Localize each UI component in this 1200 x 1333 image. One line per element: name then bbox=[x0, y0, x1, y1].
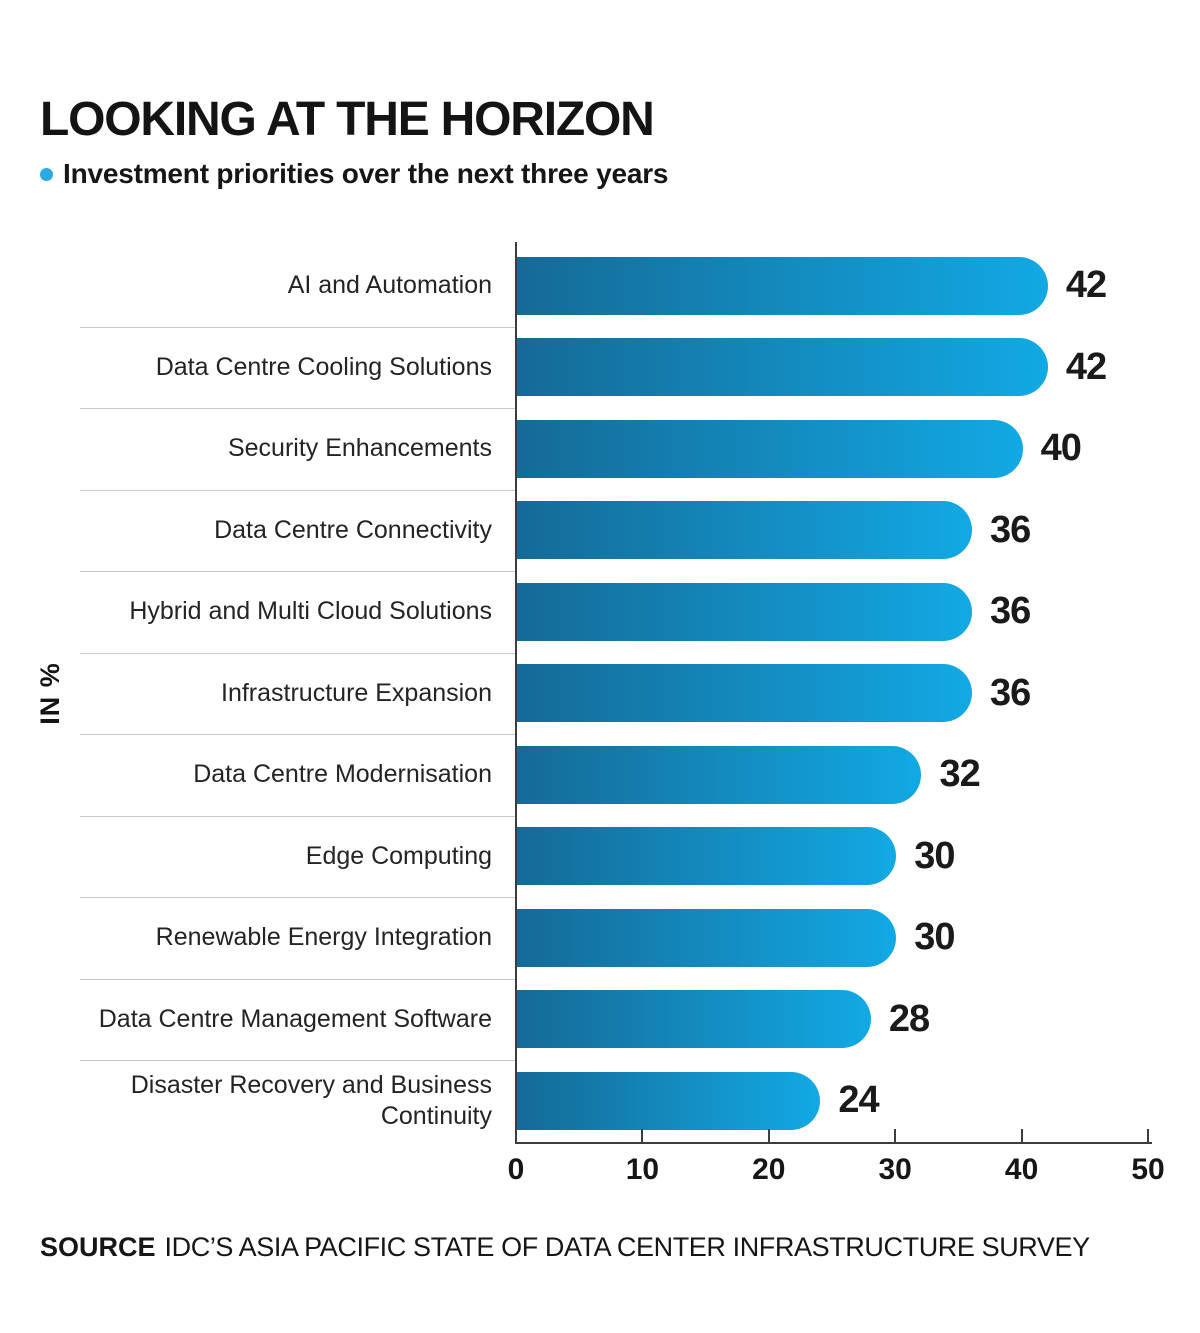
bar bbox=[517, 908, 897, 967]
subtitle-text: Investment priorities over the next thre… bbox=[63, 158, 669, 189]
category-label: Data Centre Connectivity bbox=[214, 515, 492, 544]
chart-row: Data Centre Cooling Solutions 42 bbox=[0, 326, 1200, 409]
value-label: 24 bbox=[838, 1079, 879, 1122]
chart-row: Hybrid and Multi Cloud Solutions 36 bbox=[0, 571, 1200, 653]
x-axis-line bbox=[515, 1142, 1152, 1144]
row-separator bbox=[80, 408, 516, 409]
bar-and-value: 40 bbox=[517, 408, 1082, 490]
category-label: Data Centre Management Software bbox=[98, 1004, 492, 1033]
value-label: 32 bbox=[939, 753, 980, 796]
bar bbox=[517, 1071, 821, 1130]
category-label: Data Centre Modernisation bbox=[193, 760, 492, 789]
chart-row: Edge Computing 30 bbox=[0, 815, 1200, 898]
category-label: Edge Computing bbox=[305, 841, 492, 870]
category-label: AI and Automation bbox=[287, 271, 492, 300]
bar-and-value: 36 bbox=[517, 653, 1031, 735]
chart-rows: AI and Automation 42 Data Centre Cooling S… bbox=[0, 245, 1200, 1142]
bar-and-value: 36 bbox=[517, 571, 1031, 653]
value-label: 40 bbox=[1040, 427, 1082, 470]
bar-chart: IN % AI and Automation 42 Data Centre Cool… bbox=[0, 242, 1200, 1245]
category-label: Disaster Recovery and Business Continuit… bbox=[130, 1070, 492, 1130]
value-label: 36 bbox=[990, 508, 1031, 551]
value-label: 36 bbox=[990, 671, 1031, 714]
row-separator bbox=[80, 571, 516, 572]
x-axis-tick-label: 0 bbox=[507, 1153, 525, 1186]
bar bbox=[517, 582, 973, 641]
x-axis-tick-label: 50 bbox=[1131, 1153, 1165, 1186]
bar bbox=[517, 338, 1048, 397]
bar-and-value: 42 bbox=[517, 327, 1107, 409]
bar-and-value: 24 bbox=[517, 1060, 880, 1142]
category-label: Data Centre Cooling Solutions bbox=[155, 352, 492, 381]
bullet-icon bbox=[40, 167, 53, 181]
row-separator bbox=[80, 978, 516, 980]
x-axis-tick bbox=[1020, 1129, 1023, 1142]
value-label: 36 bbox=[990, 590, 1031, 633]
bar bbox=[517, 990, 871, 1049]
x-axis-tick bbox=[1147, 1129, 1149, 1142]
category-label: Renewable Energy Integration bbox=[155, 923, 492, 952]
chart-row: Renewable Energy Integration 30 bbox=[0, 897, 1200, 979]
x-axis-tick-label: 40 bbox=[1004, 1153, 1039, 1186]
value-label: 28 bbox=[888, 997, 930, 1040]
value-label: 30 bbox=[914, 834, 955, 877]
chart-row: Data Centre Connectivity 36 bbox=[0, 489, 1200, 572]
row-separator bbox=[80, 652, 516, 654]
x-axis-tick-label: 10 bbox=[625, 1153, 660, 1186]
bar bbox=[517, 501, 973, 560]
chart-row: Infrastructure Expansion 36 bbox=[0, 652, 1200, 735]
source-text: IDC’S ASIA PACIFIC STATE OF DATA CENTER … bbox=[164, 1232, 1091, 1262]
y-axis-line bbox=[515, 242, 517, 1144]
bar bbox=[517, 745, 922, 804]
chart-row: Data Centre Modernisation 32 bbox=[0, 734, 1200, 816]
chart-row: Security Enhancements 40 bbox=[0, 408, 1200, 490]
category-label: Hybrid and Multi Cloud Solutions bbox=[129, 597, 492, 626]
value-label: 42 bbox=[1065, 345, 1107, 388]
chart-row: Data Centre Management Software 28 bbox=[0, 978, 1200, 1061]
bar bbox=[517, 419, 1023, 478]
x-axis-tick-label: 20 bbox=[752, 1153, 786, 1186]
value-label: 42 bbox=[1065, 264, 1107, 307]
chart-row: Disaster Recovery and Business Continuit… bbox=[0, 1060, 1200, 1142]
bar-and-value: 32 bbox=[517, 734, 981, 816]
source: SOURCE IDC’S ASIA PACIFIC STATE OF DATA C… bbox=[40, 1232, 1090, 1263]
source-label: SOURCE bbox=[40, 1232, 156, 1262]
category-label: Infrastructure Expansion bbox=[221, 678, 492, 707]
bar-and-value: 30 bbox=[517, 816, 955, 898]
value-label: 30 bbox=[914, 916, 955, 959]
subtitle: Investment priorities over the next thre… bbox=[40, 158, 668, 190]
bar bbox=[517, 827, 897, 886]
bar-and-value: 28 bbox=[517, 979, 930, 1061]
row-separator bbox=[80, 897, 516, 898]
row-separator bbox=[80, 734, 516, 735]
x-axis-tick-label: 30 bbox=[878, 1153, 912, 1186]
row-separator bbox=[80, 815, 516, 817]
bar bbox=[517, 256, 1048, 315]
bar-and-value: 36 bbox=[517, 490, 1031, 572]
x-axis-tick bbox=[767, 1129, 770, 1142]
bar-and-value: 42 bbox=[517, 245, 1107, 327]
bar bbox=[517, 664, 973, 723]
row-separator bbox=[80, 489, 516, 491]
row-separator bbox=[80, 1060, 516, 1061]
category-label: Security Enhancements bbox=[227, 434, 492, 463]
page-title: LOOKING AT THE HORIZON bbox=[40, 93, 655, 146]
x-axis-tick bbox=[894, 1129, 897, 1142]
bar-and-value: 30 bbox=[517, 897, 955, 979]
row-separator bbox=[80, 326, 516, 328]
chart-row: AI and Automation 42 bbox=[0, 245, 1200, 327]
x-axis-tick bbox=[641, 1129, 644, 1142]
